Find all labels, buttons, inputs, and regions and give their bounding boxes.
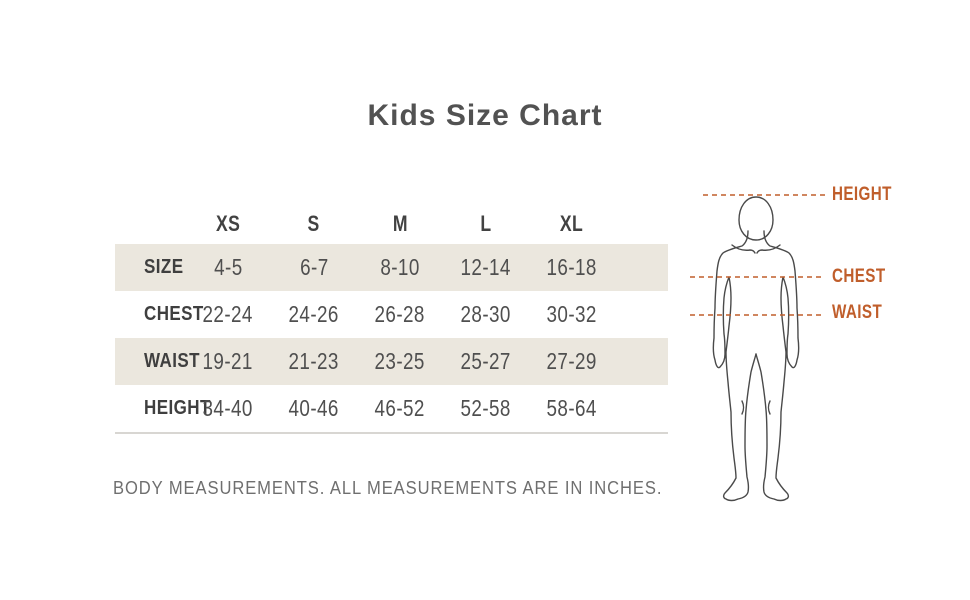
chest-label: CHEST (832, 266, 886, 287)
row-label-size: SIZE (144, 256, 184, 278)
row-label-waist: WAIST (144, 350, 200, 372)
size-value: 8-10 (380, 254, 420, 280)
measurements-note: BODY MEASUREMENTS. ALL MEASUREMENTS ARE … (113, 478, 663, 498)
size-table: XS S M L XL SIZE 4-5 6-7 8-10 12-14 16-1… (115, 204, 668, 432)
waist-value: 23-25 (374, 348, 426, 374)
waist-value: 21-23 (288, 348, 340, 374)
size-value: 6-7 (299, 254, 329, 280)
chest-value: 22-24 (202, 301, 254, 327)
waist-value: 19-21 (202, 348, 254, 374)
column-header-m: M (392, 211, 408, 236)
size-value: 4-5 (213, 254, 243, 280)
table-row-waist: WAIST 19-21 21-23 23-25 25-27 27-29 (115, 338, 668, 385)
chest-value: 30-32 (546, 301, 598, 327)
column-header-xl: XL (560, 211, 584, 236)
waist-label: WAIST (832, 302, 883, 323)
waist-value: 25-27 (460, 348, 512, 374)
size-value: 12-14 (460, 254, 512, 280)
height-value: 58-64 (546, 395, 598, 421)
height-value: 40-46 (288, 395, 340, 421)
table-row-height: HEIGHT 34-40 40-46 46-52 52-58 58-64 (115, 385, 668, 432)
chest-value: 24-26 (288, 301, 340, 327)
height-value: 34-40 (202, 395, 254, 421)
row-label-chest: CHEST (144, 303, 204, 325)
column-header-s: S (307, 211, 321, 236)
table-row-size: SIZE 4-5 6-7 8-10 12-14 16-18 (115, 244, 668, 291)
chest-value: 26-28 (374, 301, 426, 327)
waist-value: 27-29 (546, 348, 598, 374)
body-outline (712, 196, 800, 502)
table-header-row: XS S M L XL (115, 204, 668, 244)
column-header-l: L (480, 211, 492, 236)
table-bottom-divider (115, 432, 668, 434)
height-label: HEIGHT (832, 184, 892, 205)
table-row-chest: CHEST 22-24 24-26 26-28 28-30 30-32 (115, 291, 668, 338)
chest-value: 28-30 (460, 301, 512, 327)
body-head (738, 196, 774, 241)
height-value: 46-52 (374, 395, 426, 421)
body-measurement-figure (690, 194, 827, 502)
size-value: 16-18 (546, 254, 598, 280)
page-title: Kids Size Chart (367, 99, 603, 132)
column-header-xs: XS (215, 211, 241, 236)
height-value: 52-58 (460, 395, 512, 421)
row-label-height: HEIGHT (144, 397, 211, 419)
